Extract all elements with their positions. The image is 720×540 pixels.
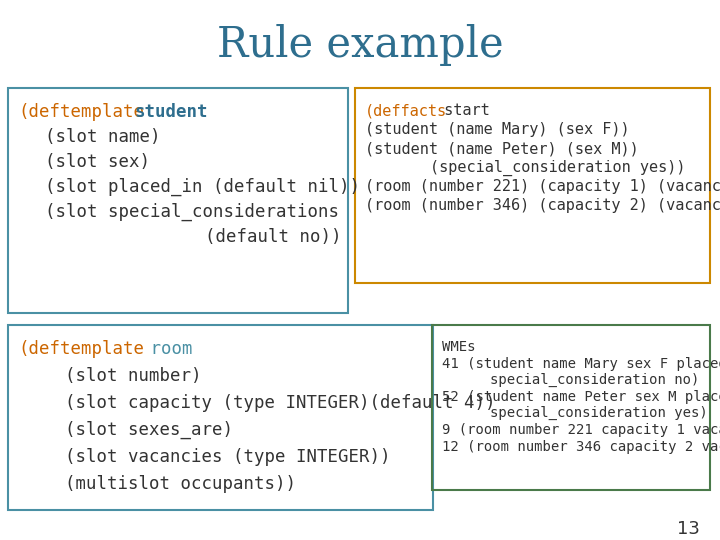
- Text: (deffacts: (deffacts: [365, 103, 447, 118]
- Text: WMEs: WMEs: [442, 340, 475, 354]
- Text: (default no)): (default no)): [205, 228, 341, 246]
- Bar: [432, 325, 710, 490]
- Bar: [8, 88, 348, 313]
- Text: (slot vacancies (type INTEGER)): (slot vacancies (type INTEGER)): [65, 448, 390, 466]
- Text: (room (number 221) (capacity 1) (vacancies 1)): (room (number 221) (capacity 1) (vacanci…: [365, 179, 720, 194]
- Text: (slot sex): (slot sex): [45, 153, 150, 171]
- Text: 9 (room number 221 capacity 1 vacancies 1): 9 (room number 221 capacity 1 vacancies …: [442, 423, 720, 437]
- Text: (room (number 346) (capacity 2) (vacancies 1))): (room (number 346) (capacity 2) (vacanci…: [365, 198, 720, 213]
- Text: start: start: [435, 103, 490, 118]
- Text: (deftemplate: (deftemplate: [18, 103, 144, 121]
- Text: 41 (student name Mary sex F placed_in nil: 41 (student name Mary sex F placed_in ni…: [442, 357, 720, 371]
- Text: 12 (room number 346 capacity 2 vacancies 1): 12 (room number 346 capacity 2 vacancies…: [442, 440, 720, 454]
- Text: (slot special_considerations: (slot special_considerations: [45, 203, 339, 221]
- Text: special_consideration yes): special_consideration yes): [490, 406, 708, 420]
- Text: special_consideration no): special_consideration no): [490, 373, 699, 387]
- Text: (deftemplate: (deftemplate: [18, 340, 144, 358]
- Text: (special_consideration yes)): (special_consideration yes)): [430, 160, 685, 176]
- Text: student: student: [135, 103, 209, 121]
- Text: (student (name Mary) (sex F)): (student (name Mary) (sex F)): [365, 122, 629, 137]
- Text: 52 (student name Peter sex M placed_in nil: 52 (student name Peter sex M placed_in n…: [442, 390, 720, 404]
- Text: (slot number): (slot number): [65, 367, 202, 385]
- Text: (student (name Peter) (sex M)): (student (name Peter) (sex M)): [365, 141, 639, 156]
- Text: room: room: [140, 340, 192, 358]
- Bar: [355, 88, 710, 283]
- Text: (multislot occupants)): (multislot occupants)): [65, 475, 296, 493]
- Text: (slot capacity (type INTEGER)(default 4)): (slot capacity (type INTEGER)(default 4)…: [65, 394, 495, 412]
- Text: (slot sexes_are): (slot sexes_are): [65, 421, 233, 439]
- Text: (slot placed_in (default nil)): (slot placed_in (default nil)): [45, 178, 360, 196]
- Text: (slot name): (slot name): [45, 128, 161, 146]
- Bar: [8, 325, 433, 510]
- Text: 13: 13: [677, 520, 700, 538]
- Text: Rule example: Rule example: [217, 24, 503, 66]
